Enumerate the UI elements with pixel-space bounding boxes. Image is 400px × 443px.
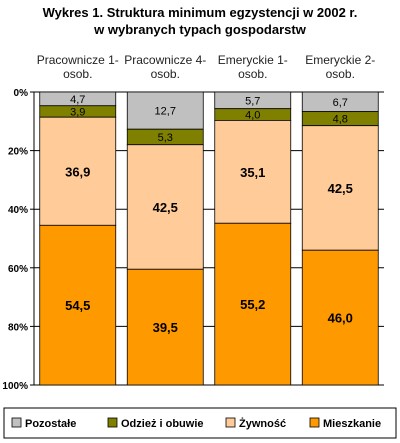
category-label: Emeryckie 2-osob. (305, 53, 375, 81)
data-label: 42,5 (153, 200, 178, 215)
y-tick-label: 40% (8, 205, 28, 216)
bar-segment (214, 120, 292, 224)
y-axis: 0% 20% 40% 60% 80% 100% (2, 88, 35, 392)
category-label: Emeryckie 1-osob. (218, 53, 288, 81)
legend: Pozostałe Odzież i obuwie Żywność Mieszkani… (3, 407, 397, 439)
data-label: 42,5 (328, 181, 353, 196)
legend-box (3, 407, 397, 439)
data-label: 55,2 (240, 297, 265, 312)
bar-segment (301, 249, 379, 386)
legend-label: Odzież i obuwie (121, 418, 204, 430)
chart-title: Wykres 1. Struktura minimum egzystencji … (43, 5, 358, 20)
y-tick-label: 100% (2, 381, 28, 392)
legend-swatch (309, 417, 320, 428)
bar-segment (301, 125, 379, 251)
data-label: 4,0 (245, 110, 260, 122)
data-label: 39,5 (153, 320, 178, 335)
y-tick-label: 80% (8, 322, 28, 333)
bar-segment (126, 268, 204, 386)
bars: 4,73,9 36,9 54,5 12,7 5,3 42,5 39,5 5,7 4,0 35,1 5… (39, 91, 379, 386)
bar-segment (126, 144, 204, 270)
legend-label: Pozostałe (25, 418, 76, 430)
y-tick-label: 0% (14, 88, 29, 99)
data-label: 3,9 (70, 106, 85, 118)
data-label: 4,7 (70, 94, 85, 106)
legend-label: Żywność (239, 417, 286, 430)
data-label: 36,9 (65, 164, 90, 179)
data-label: 54,5 (65, 298, 90, 313)
category-label: Pracownicze 4-osob. (124, 53, 206, 81)
data-label: 46,0 (328, 311, 353, 326)
legend-label: Mieszkanie (323, 418, 381, 430)
data-label: 12,7 (155, 106, 176, 118)
category-labels: Pracownicze 1-osob.Pracownicze 4-osob. Em… (37, 53, 376, 81)
data-label: 35,1 (240, 165, 265, 180)
legend-swatch (107, 417, 118, 428)
bar-segment (39, 116, 117, 226)
data-label: 5,7 (245, 95, 260, 107)
bar-segment (214, 222, 292, 386)
data-label: 4,8 (333, 114, 348, 126)
legend-swatch (225, 417, 236, 428)
chart-subtitle: w wybranych typach gospodarstw (93, 22, 307, 37)
legend-swatch (11, 417, 22, 428)
y-tick-label: 60% (8, 264, 28, 275)
category-label: Pracownicze 1-osob. (37, 53, 119, 81)
bar-segment (39, 224, 117, 386)
data-label: 6,7 (333, 97, 348, 109)
y-tick-label: 20% (8, 147, 28, 158)
data-label: 5,3 (158, 132, 173, 144)
bar-segment (126, 91, 204, 130)
